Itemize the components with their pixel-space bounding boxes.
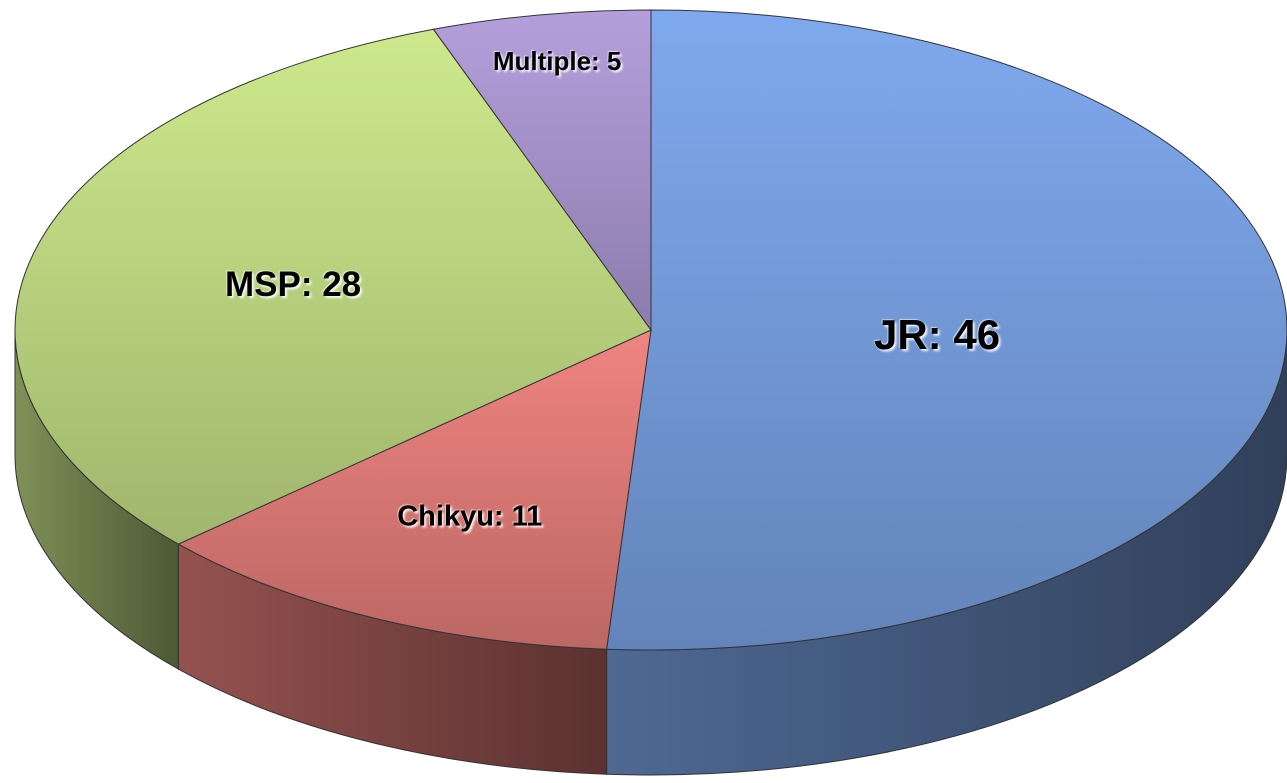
data-label: Chikyu: 11 bbox=[397, 500, 543, 533]
slice bbox=[177, 329, 652, 650]
data-label: MSP: 28 bbox=[224, 264, 362, 304]
slice bbox=[14, 28, 652, 545]
data-label: Multiple: 5 bbox=[492, 46, 622, 77]
data-label: JR: 46 bbox=[873, 310, 1001, 358]
slice bbox=[432, 9, 652, 332]
